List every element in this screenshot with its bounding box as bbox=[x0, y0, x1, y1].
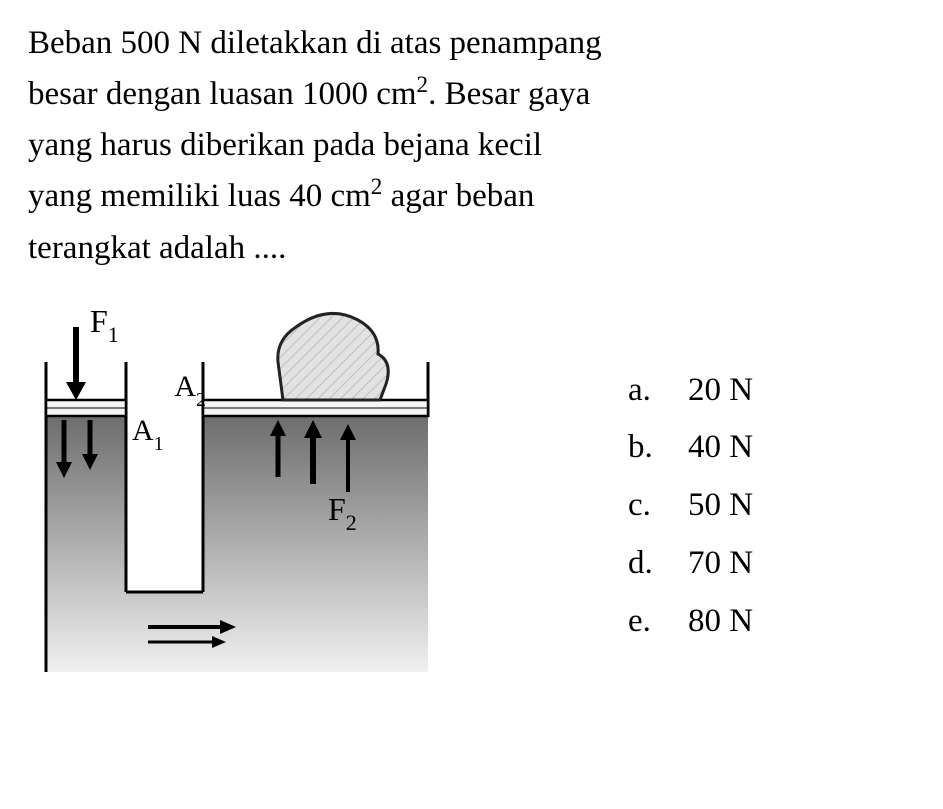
option-letter: e. bbox=[628, 593, 688, 651]
question-text: Beban 500 N diletakkan di atas penampang… bbox=[28, 18, 915, 274]
arrow-f1-head bbox=[66, 382, 86, 400]
option-letter: a. bbox=[628, 362, 688, 420]
fluid-body bbox=[46, 412, 428, 672]
option-a: a. 20 N bbox=[628, 362, 753, 420]
q-line3: yang harus diberikan pada bejana kecil bbox=[28, 127, 542, 163]
q-line2a: besar dengan luasan 1000 cm bbox=[28, 76, 417, 112]
option-value: 50 N bbox=[688, 477, 753, 535]
q-line2b: . Besar gaya bbox=[428, 76, 590, 112]
option-value: 20 N bbox=[688, 362, 753, 420]
option-value: 70 N bbox=[688, 535, 753, 593]
load-rock bbox=[278, 313, 388, 400]
label-a2: A2 bbox=[174, 370, 206, 411]
option-letter: c. bbox=[628, 477, 688, 535]
option-e: e. 80 N bbox=[628, 593, 753, 651]
option-c: c. 50 N bbox=[628, 477, 753, 535]
hydraulic-diagram: F1 A1 A2 F2 bbox=[28, 292, 448, 672]
options-list: a. 20 N b. 40 N c. 50 N d. 70 N e. 80 N bbox=[628, 362, 753, 651]
q-line1: Beban 500 N diletakkan di atas penampang bbox=[28, 25, 602, 61]
q-line5: terangkat adalah .... bbox=[28, 230, 286, 266]
diagram-svg: F1 A1 A2 F2 bbox=[28, 292, 448, 672]
q-line4b: agar beban bbox=[382, 178, 534, 214]
label-f1: F1 bbox=[90, 303, 119, 347]
option-letter: b. bbox=[628, 419, 688, 477]
lower-row: F1 A1 A2 F2 a. 20 N b. 40 N c. 50 N d. bbox=[28, 292, 915, 672]
option-b: b. 40 N bbox=[628, 419, 753, 477]
q-sup2a: 2 bbox=[417, 71, 429, 97]
option-d: d. 70 N bbox=[628, 535, 753, 593]
option-letter: d. bbox=[628, 535, 688, 593]
option-value: 80 N bbox=[688, 593, 753, 651]
label-a1: A1 bbox=[132, 414, 164, 455]
q-sup2b: 2 bbox=[371, 173, 383, 199]
option-value: 40 N bbox=[688, 419, 753, 477]
q-line4a: yang memiliki luas 40 cm bbox=[28, 178, 371, 214]
